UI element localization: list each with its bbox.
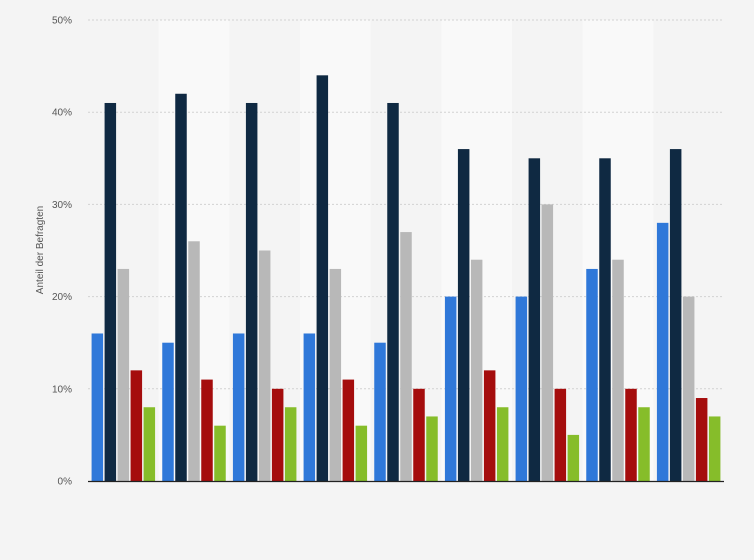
bar[interactable] [496, 407, 509, 481]
bar[interactable] [599, 158, 611, 482]
bar[interactable] [528, 158, 541, 482]
bar[interactable] [316, 75, 329, 481]
bar[interactable] [374, 342, 386, 481]
bar[interactable] [470, 259, 483, 481]
bar[interactable] [175, 93, 187, 481]
bar[interactable] [541, 204, 554, 481]
bar[interactable] [130, 370, 143, 481]
bar[interactable] [586, 268, 598, 481]
bar[interactable] [515, 296, 528, 481]
y-tick-label: 0% [58, 477, 73, 488]
bar[interactable] [554, 388, 567, 481]
bar[interactable] [188, 241, 200, 481]
y-axis-title: Anteil der Befragten [35, 206, 46, 294]
y-axis-ticks: 0% 10% 20% 30% 40% 50% [52, 16, 72, 488]
bar[interactable] [91, 333, 104, 481]
bar[interactable] [162, 342, 174, 481]
y-tick-label: 40% [52, 108, 72, 119]
bar[interactable] [271, 388, 284, 481]
bar[interactable] [457, 149, 470, 481]
bar[interactable] [355, 425, 368, 481]
bar[interactable] [682, 296, 695, 481]
bar[interactable] [104, 102, 117, 481]
y-tick-label: 20% [52, 292, 72, 303]
bar[interactable] [143, 407, 156, 481]
bar[interactable] [426, 416, 438, 481]
bar[interactable] [413, 388, 425, 481]
y-tick-label: 10% [52, 384, 72, 395]
bar[interactable] [342, 379, 355, 481]
bar[interactable] [284, 407, 297, 481]
bars [91, 75, 721, 482]
bar[interactable] [567, 434, 580, 481]
bar[interactable] [303, 333, 316, 481]
bar[interactable] [245, 102, 258, 481]
y-tick-label: 30% [52, 200, 72, 211]
bar[interactable] [669, 149, 682, 481]
bar[interactable] [258, 250, 271, 482]
bar[interactable] [483, 370, 496, 481]
bar[interactable] [214, 425, 226, 481]
bar[interactable] [656, 222, 669, 481]
bar[interactable] [695, 398, 708, 481]
bar[interactable] [400, 232, 412, 481]
bar[interactable] [612, 259, 624, 481]
bar[interactable] [638, 407, 650, 481]
bar[interactable] [201, 379, 213, 481]
bar[interactable] [708, 416, 721, 481]
bar[interactable] [232, 333, 245, 481]
bar[interactable] [444, 296, 457, 481]
bar[interactable] [387, 102, 399, 481]
bar[interactable] [625, 388, 637, 481]
bar[interactable] [117, 268, 130, 481]
y-tick-label: 50% [52, 16, 72, 27]
bar[interactable] [329, 268, 342, 481]
